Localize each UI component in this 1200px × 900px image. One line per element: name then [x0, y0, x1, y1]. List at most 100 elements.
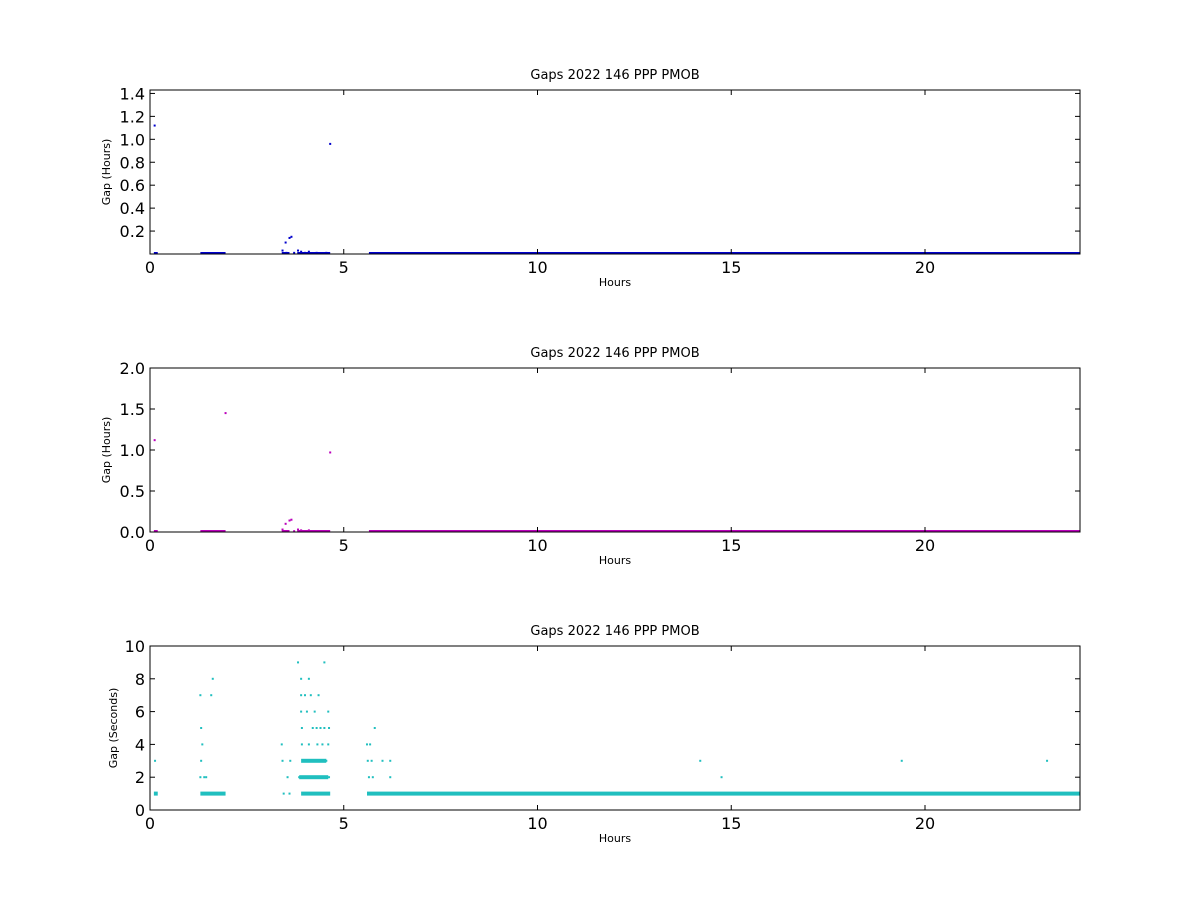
- data-point: [1046, 759, 1049, 762]
- data-point: [325, 759, 328, 762]
- data-point: [289, 759, 292, 762]
- data-point: [285, 251, 288, 254]
- data-point: [300, 677, 303, 680]
- data-point: [325, 530, 328, 532]
- data-point: [281, 759, 284, 762]
- data-point: [199, 776, 202, 779]
- x-tick-label: 10: [527, 536, 547, 555]
- data-point: [369, 743, 372, 746]
- x-tick-label: 20: [915, 258, 935, 277]
- chart-title: Gaps 2022 146 PPP PMOB: [530, 346, 699, 361]
- data-point: [329, 451, 332, 454]
- data-point: [300, 743, 303, 746]
- x-tick-label: 5: [339, 536, 349, 555]
- data-point: [297, 661, 300, 664]
- data-point: [290, 518, 293, 521]
- data-point: [307, 677, 310, 680]
- data-point: [297, 249, 300, 252]
- y-tick-label: 1.4: [120, 84, 145, 103]
- y-tick-label: 4: [135, 735, 145, 754]
- data-point: [315, 727, 318, 729]
- data-point: [290, 235, 293, 238]
- data-point: [284, 522, 287, 525]
- chart-gap-hours-magenta: Gaps 2022 146 PPP PMOB 0 5 10 15 20 0.0 0.5 1.0 1…: [100, 346, 1081, 567]
- data-band: [367, 791, 1080, 796]
- data-point: [313, 710, 316, 713]
- data-point: [304, 530, 306, 532]
- data-point: [366, 743, 368, 746]
- data-point: [153, 124, 156, 127]
- data-point: [286, 776, 289, 779]
- data-point: [300, 727, 303, 729]
- data-point: [153, 439, 156, 442]
- x-tick-label: 15: [721, 536, 741, 555]
- data-band: [200, 252, 226, 254]
- x-tick-label: 5: [339, 258, 349, 277]
- data-point: [307, 529, 310, 532]
- data-point: [315, 530, 318, 532]
- x-tick-label: 0: [145, 814, 155, 833]
- data-band: [299, 775, 329, 780]
- data-point: [309, 694, 312, 697]
- y-axis-label: Gap (Hours): [100, 139, 113, 206]
- data-point: [323, 661, 326, 664]
- data-point: [328, 727, 331, 729]
- plot-area: [153, 412, 1080, 532]
- y-tick-label: 0: [135, 801, 145, 820]
- data-point: [298, 776, 301, 779]
- data-point: [307, 743, 310, 746]
- data-point: [288, 519, 291, 522]
- x-axis-label: Hours: [599, 276, 631, 289]
- data-point: [300, 710, 303, 713]
- y-tick-label: 0.6: [120, 176, 145, 195]
- data-band: [200, 530, 226, 532]
- data-point: [288, 236, 291, 239]
- data-point: [224, 412, 227, 415]
- data-point: [370, 759, 373, 762]
- data-point: [699, 759, 702, 762]
- axes-frame: [149, 89, 1081, 255]
- data-band: [200, 791, 226, 796]
- data-point: [371, 776, 374, 779]
- data-point: [281, 249, 284, 252]
- data-point: [154, 759, 157, 762]
- data-point: [199, 694, 202, 697]
- data-point: [367, 776, 370, 779]
- y-tick-label: 2.0: [120, 359, 145, 378]
- data-point: [154, 530, 157, 532]
- chart-gap-hours-blue: Gaps 2022 146 PPP PMOB 0 5 10 15 20 0.2 0.4 0.6 0…: [100, 68, 1081, 289]
- y-axis-label: Gap (Seconds): [107, 688, 120, 769]
- data-point: [317, 694, 320, 697]
- plot-area: [153, 661, 1080, 796]
- y-tick-label: 1.5: [120, 400, 145, 419]
- data-point: [311, 727, 314, 729]
- y-tick-label: 0.0: [120, 523, 145, 542]
- data-point: [300, 250, 303, 253]
- y-tick-label: 1.0: [120, 441, 145, 460]
- data-point: [288, 792, 291, 795]
- y-tick-label: 1.0: [120, 130, 145, 149]
- y-tick-label: 2: [135, 768, 145, 787]
- y-tick-label: 0.4: [120, 199, 145, 218]
- data-point: [389, 759, 392, 762]
- data-point: [297, 528, 300, 531]
- data-point: [307, 250, 310, 253]
- data-point: [320, 759, 323, 762]
- x-tick-label: 0: [145, 536, 155, 555]
- data-point: [300, 694, 303, 697]
- y-tick-label: 0.5: [120, 482, 145, 501]
- data-point: [329, 142, 332, 145]
- x-tick-label: 5: [339, 814, 349, 833]
- data-band: [368, 530, 1080, 532]
- data-point: [205, 776, 208, 779]
- data-band: [297, 252, 331, 254]
- y-tick-label: 1.2: [120, 107, 145, 126]
- x-tick-label: 0: [145, 258, 155, 277]
- data-point: [327, 710, 330, 713]
- y-tick-label: 8: [135, 670, 145, 689]
- data-band: [368, 252, 1080, 254]
- data-point: [321, 743, 324, 746]
- data-point: [211, 677, 214, 680]
- chart-title: Gaps 2022 146 PPP PMOB: [530, 624, 699, 639]
